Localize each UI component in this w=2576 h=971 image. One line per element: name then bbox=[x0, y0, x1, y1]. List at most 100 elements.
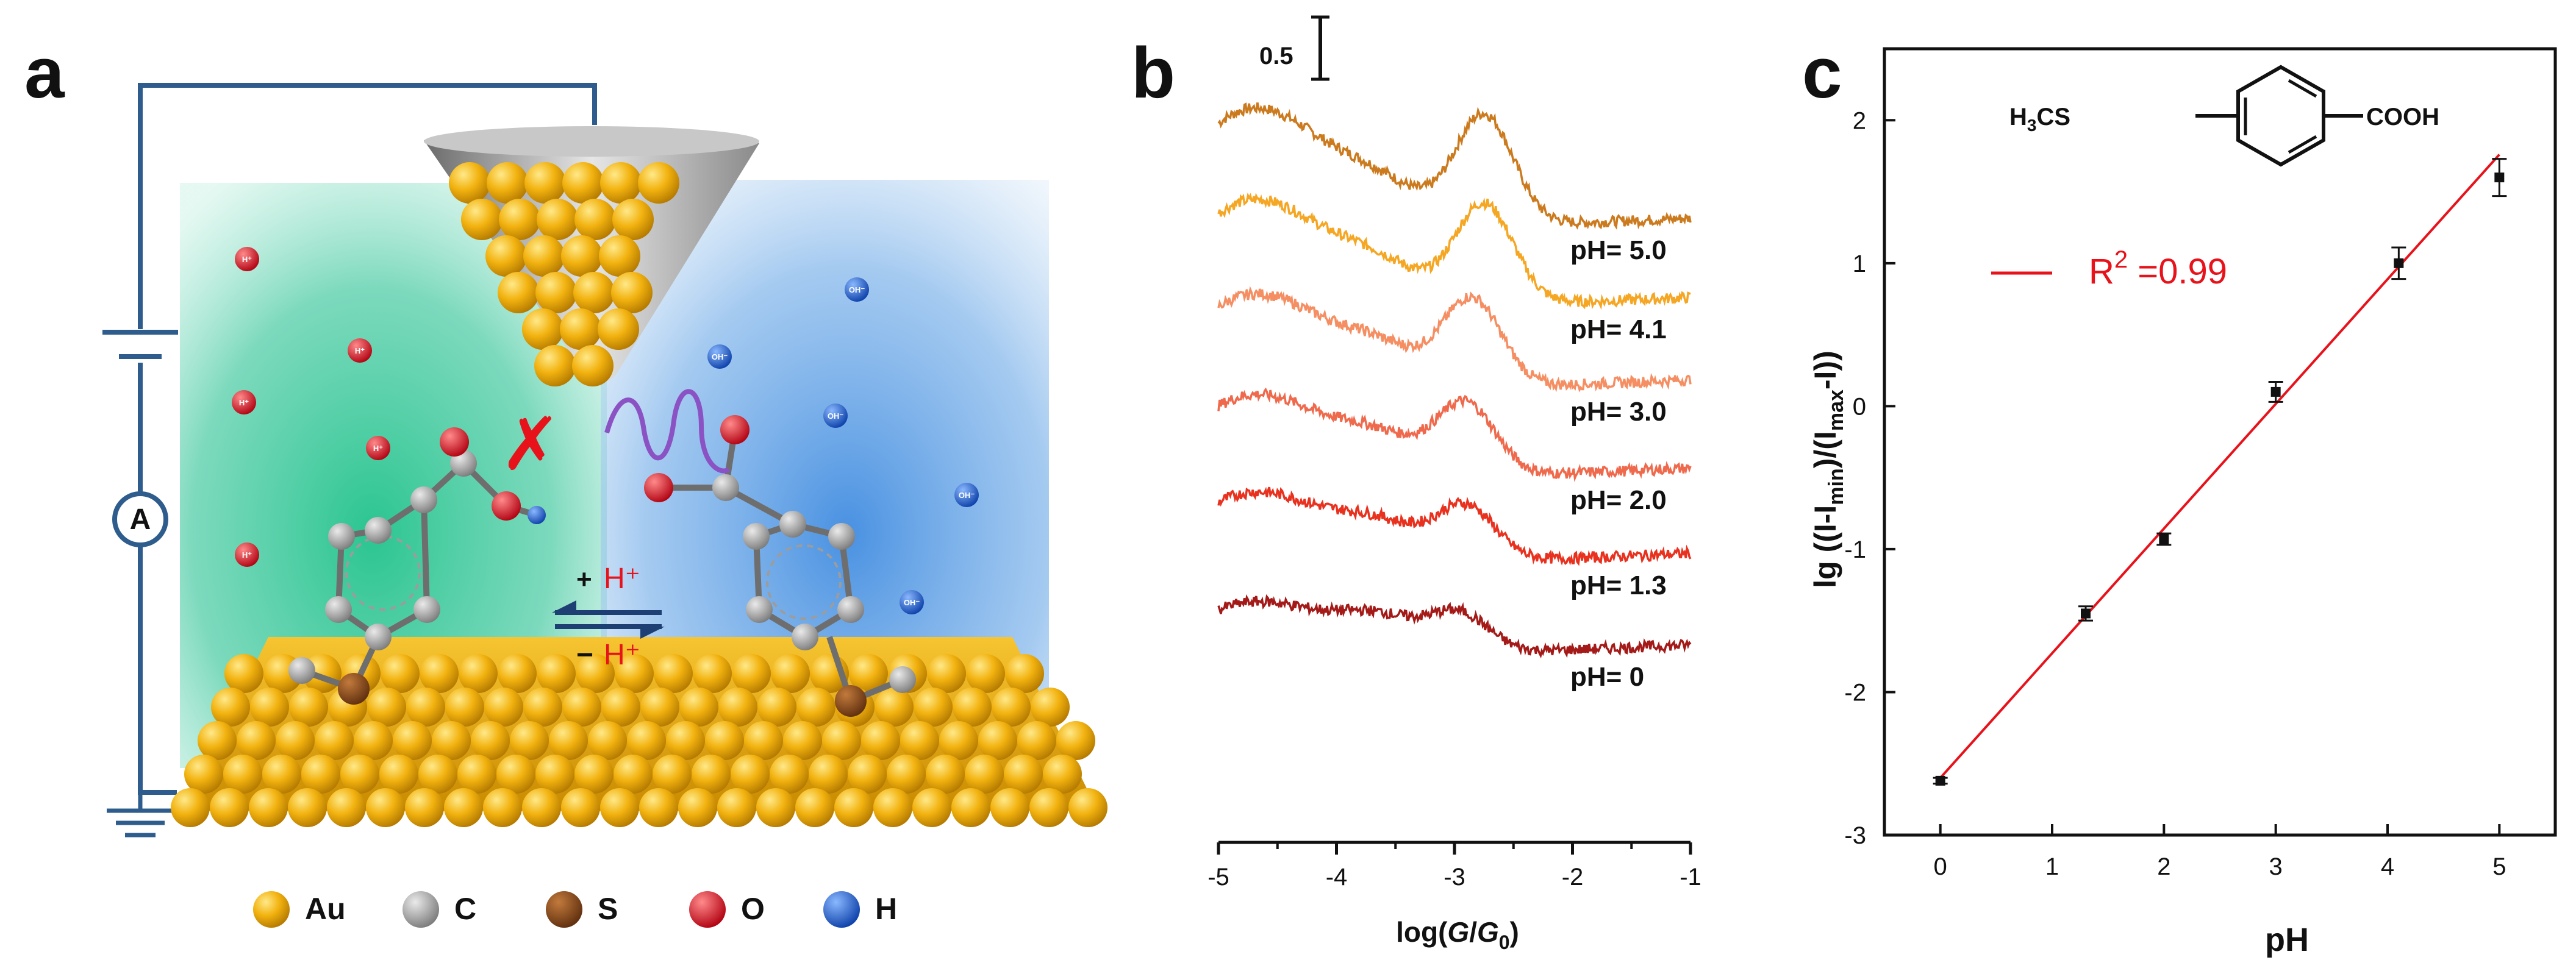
c-x-tick-label: 1 bbox=[2045, 853, 2059, 880]
substrate-gold-atom bbox=[693, 654, 732, 693]
substrate-gold-atom bbox=[457, 755, 496, 794]
c-data-point-1 bbox=[2081, 608, 2091, 619]
substrate-gold-atom bbox=[614, 755, 653, 794]
substrate-gold-atom bbox=[679, 688, 718, 727]
substrate-gold-atom bbox=[444, 788, 483, 827]
substrate-gold-atom bbox=[315, 721, 354, 760]
trace-ph-0 bbox=[1217, 102, 1692, 230]
h-ion-icon bbox=[232, 390, 256, 414]
substrate-gold-atom bbox=[600, 788, 639, 827]
substrate-gold-atom bbox=[237, 721, 276, 760]
tip-gold-atom bbox=[599, 235, 640, 277]
substrate-gold-atom bbox=[678, 788, 717, 827]
equilibrium-arrows bbox=[552, 600, 665, 639]
substrate-gold-atom bbox=[288, 788, 327, 827]
substrate-gold-atom bbox=[718, 688, 757, 727]
tip-gold-atom bbox=[522, 308, 564, 350]
legend-swatch-o bbox=[689, 891, 726, 928]
legend-swatch-c bbox=[402, 891, 439, 928]
b-x-tick-label: -4 bbox=[1326, 864, 1348, 891]
eq-bottom-sign: − bbox=[576, 639, 593, 671]
substrate-gold-atom bbox=[627, 721, 666, 760]
trace-label-2: pH= 3.0 bbox=[1570, 397, 1667, 427]
c-y-tick-label: -2 bbox=[1844, 679, 1866, 706]
legend-label-s: S bbox=[598, 892, 618, 926]
substrate-gold-atom bbox=[1031, 688, 1070, 727]
scale-bar-label: 0.5 bbox=[1259, 43, 1293, 69]
tip-gold-atom bbox=[485, 235, 527, 277]
legend-label-o: O bbox=[741, 892, 765, 926]
c-data-point-2 bbox=[2159, 534, 2169, 544]
tip-gold-atom bbox=[487, 162, 528, 204]
c-data-point-3 bbox=[2270, 386, 2281, 397]
c-y-axis-label: lg ((I-Imin)/(Imax-I)) bbox=[1808, 350, 1848, 588]
substrate-gold-atom bbox=[639, 788, 678, 827]
c-x-tick-label: 4 bbox=[2381, 853, 2394, 880]
substrate-gold-atom bbox=[211, 688, 250, 727]
panel-c-linear-fit: 0 1 2 3 4 5 -3 -2 -1 0 1 2 pH lg ((I-Imin)/(Imax-I)… bbox=[1808, 47, 2557, 958]
tip-gold-atom bbox=[537, 199, 578, 240]
trace-ph-4 bbox=[1217, 486, 1692, 566]
c-y-tick-label: 2 bbox=[1853, 107, 1866, 134]
trace-ph-2 bbox=[1217, 286, 1692, 393]
substrate-gold-atom bbox=[771, 654, 810, 693]
substrate-gold-atom bbox=[601, 688, 640, 727]
substrate-gold-atom bbox=[978, 721, 1017, 760]
substrate-gold-atom bbox=[418, 755, 457, 794]
substrate-gold-atom bbox=[900, 721, 939, 760]
substrate-gold-atom bbox=[796, 688, 835, 727]
substrate-gold-atom bbox=[732, 654, 771, 693]
substrate-gold-atom bbox=[873, 788, 912, 827]
tip-gold-atom bbox=[449, 162, 490, 204]
oh-ion-icon bbox=[954, 483, 979, 507]
substrate-gold-atom bbox=[340, 755, 379, 794]
substrate-gold-atom bbox=[848, 755, 887, 794]
legend-label-c: C bbox=[454, 892, 476, 926]
molecule-right-group: COOH bbox=[2366, 104, 2439, 130]
b-x-tick-label: -1 bbox=[1680, 864, 1701, 891]
substrate-gold-atom bbox=[250, 688, 289, 727]
substrate-gold-atom bbox=[1043, 755, 1082, 794]
h-ion-icon bbox=[235, 542, 259, 567]
substrate-gold-atom bbox=[770, 755, 809, 794]
tip-gold-atom bbox=[612, 199, 654, 240]
blocked-contact-mark: ✗ bbox=[500, 402, 562, 487]
h-ion-label: H⁺ bbox=[239, 398, 249, 407]
b-x-axis: -5 -4 -3 -2 -1 bbox=[1208, 841, 1701, 891]
histogram-series: pH= 5.0 pH= 4.1 pH= 3.0 pH= 2.0 pH= 1.3 pH= 0 bbox=[1217, 102, 1692, 692]
substrate-gold-atom bbox=[523, 688, 562, 727]
eq-bottom-ion: H⁺ bbox=[604, 639, 640, 671]
substrate-gold-atom bbox=[498, 654, 537, 693]
panel-label-a: a bbox=[24, 33, 65, 113]
h-ion-icon bbox=[348, 338, 372, 363]
substrate-gold-atom bbox=[223, 755, 262, 794]
tip-gold-atom bbox=[611, 272, 653, 313]
oh-ion-label: OH⁻ bbox=[712, 352, 728, 361]
b-x-axis-label: log(G/G0) bbox=[1396, 916, 1519, 953]
substrate-gold-atom bbox=[756, 788, 795, 827]
element-legend: Au C S O H bbox=[253, 891, 897, 928]
substrate-gold-atom bbox=[939, 721, 978, 760]
substrate-gold-atom bbox=[795, 788, 834, 827]
c-y-tick-label: 1 bbox=[1853, 251, 1866, 277]
substrate-gold-atom bbox=[705, 721, 744, 760]
c-fit-line bbox=[1939, 154, 2500, 779]
substrate-gold-atom bbox=[537, 654, 576, 693]
solution-ions: H⁺ H⁺ H⁺ H⁺ H⁺ OH⁻ OH⁻ OH⁻ OH⁻ OH⁻ bbox=[232, 247, 979, 614]
trace-ph-1 bbox=[1217, 192, 1691, 310]
molecule-protonated bbox=[288, 427, 546, 705]
h-ion-icon bbox=[235, 247, 259, 271]
tip-gold-atom bbox=[638, 162, 679, 204]
c-data-point-5 bbox=[2494, 173, 2505, 183]
substrate-gold-atom bbox=[744, 721, 783, 760]
substrate-gold-atom bbox=[1005, 654, 1044, 693]
substrate-gold-atom bbox=[653, 755, 692, 794]
substrate-gold-atom bbox=[432, 721, 471, 760]
c-plot-frame bbox=[1883, 47, 2557, 837]
substrate-gold-atom bbox=[926, 755, 965, 794]
trace-ph-5 bbox=[1217, 594, 1692, 659]
tip-gold-atom bbox=[598, 308, 639, 350]
oh-ion-icon bbox=[707, 344, 732, 369]
c-plot-area bbox=[1933, 154, 2507, 786]
tip-gold-atom bbox=[498, 272, 539, 313]
